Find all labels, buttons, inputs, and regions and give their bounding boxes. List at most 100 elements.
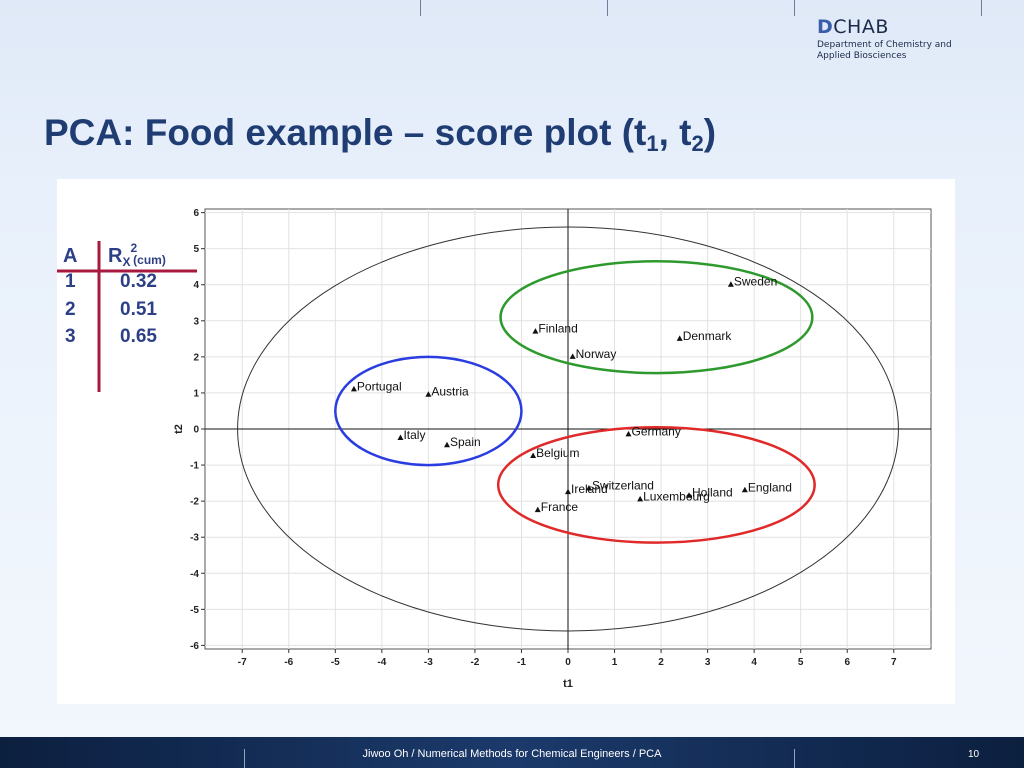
y-tick-label: -5 [190,605,199,616]
footer-divider [244,749,245,768]
x-tick-label: -3 [424,657,433,668]
y-axis-label: t2 [173,424,185,434]
y-tick-label: -6 [190,641,199,652]
header-divider [794,0,795,16]
header-divider [981,0,982,16]
data-point-label: Finland [538,322,577,336]
x-tick-label: 1 [612,657,618,668]
rx2-col-a: A [63,245,77,267]
plot-panel: A RX2 (cum) 1 0.32 2 0.51 3 0.65 -7 -6 -5 -4… [57,179,955,704]
rx2-row-a: 1 [65,271,76,292]
rx2-table: A RX2 (cum) 1 0.32 2 0.51 3 0.65 [57,241,197,392]
rx2-row-a: 3 [65,326,76,347]
data-point-marker [727,281,734,287]
x-tick-label: -4 [377,657,386,668]
data-point-label: Spain [450,435,481,449]
footer-text: Jiwoo Oh / Numerical Methods for Chemica… [362,748,662,760]
footer-bar [0,737,1024,768]
rx2-r-sup: 2 [130,241,137,255]
data-point-label: Holland [692,486,733,500]
data-point-label: Germany [632,424,681,438]
logo-letter: D [817,16,834,38]
title-sub-2: 2 [691,131,704,156]
data-point-marker [397,434,404,441]
x-tick-label: -2 [470,657,479,668]
data-point-marker [686,492,692,498]
ellipse-southern [334,355,523,467]
rx2-r-sub: X [122,255,130,269]
ellipse-hotelling [237,226,899,632]
data-point-label: Italy [403,428,425,442]
page-number: 10 [968,749,980,760]
y-tick-label: 2 [193,352,199,363]
rx2-row-r: 0.51 [120,299,157,320]
data-point-marker [534,506,541,513]
data-point-label: Austria [431,385,469,399]
score-plot: A RX2 (cum) 1 0.32 2 0.51 3 0.65 -7 -6 -5 -4… [57,208,932,690]
x-tick-label: -7 [238,657,247,668]
title-sep: , t [658,112,692,153]
y-tick-label: 5 [193,244,199,255]
data-point-marker [637,495,644,502]
logo-text: CHAB [833,16,889,38]
y-tick-label: 4 [193,280,199,291]
x-tick-label: 3 [705,657,711,668]
x-tick-label: 0 [565,657,571,668]
data-point-marker [625,430,632,437]
rx2-r-note: (cum) [133,253,166,267]
y-tick-label: 6 [193,208,199,219]
footer-divider [794,749,795,768]
data-point-marker [444,441,450,448]
data-point-label: Switzerland [592,479,654,493]
y-tick-label: -4 [190,569,199,580]
data-point-label: Norway [576,347,617,361]
title-sub-1: 1 [646,131,659,156]
rx2-col-r: RX2 (cum) [108,241,166,269]
y-tick-label: -3 [190,533,199,544]
data-point-label: England [748,480,792,494]
slide-title: PCA: Food example – score plot (t1, t2) [44,112,716,157]
data-point-marker [569,353,576,359]
y-tick-label: 1 [193,388,199,399]
rx2-row-r: 0.65 [120,326,157,347]
data-point-marker [530,452,537,459]
rx2-r-letter: R [108,245,123,267]
data-point-marker [425,391,432,397]
data-point-label: Denmark [683,329,733,343]
rx2-row-r: 0.32 [120,271,157,292]
data-point-marker [741,486,748,493]
x-tick-label: 2 [658,657,664,668]
header-divider [420,0,421,16]
y-tick-label: -1 [190,461,199,472]
data-point-label: Portugal [357,379,402,393]
rx2-row-a: 2 [65,299,76,320]
header-divider [607,0,608,16]
data-point-label: Belgium [536,446,579,460]
data-point-label: Sweden [734,275,777,289]
data-point-label: Luxembourg [643,489,710,503]
x-tick-label: 5 [798,657,804,668]
x-tick-label: 4 [751,657,757,668]
title-main: PCA: Food example – score plot (t [44,112,647,153]
x-tick-label: 6 [844,657,850,668]
x-tick-label: -6 [284,657,293,668]
data-point-marker [585,485,592,491]
x-tick-label: -5 [331,657,340,668]
y-tick-label: -2 [190,497,199,508]
data-point-marker [676,335,683,341]
dchab-logo: DCHAB Department of Chemistry and Applie… [817,16,967,62]
plot-layer: -7 -6 -5 -4 -3 -2 -1 0 1 2 3 4 5 6 7 6 5 4 3 2 1 0 -1 -2 -3 -4 -5 -… [190,208,932,668]
data-point-marker [532,328,539,334]
y-tick-label: 0 [193,425,199,436]
data-point-marker [565,488,571,495]
x-tick-label: 7 [891,657,897,668]
x-axis-label: t1 [563,678,573,690]
data-point-marker [350,385,357,392]
data-point-label: France [541,500,579,514]
ellipse-central [496,425,816,544]
x-tick-label: -1 [517,657,526,668]
ellipse-nordic [499,260,814,375]
y-tick-label: 3 [193,316,199,327]
title-end: ) [703,112,717,153]
logo-subtitle: Department of Chemistry and Applied Bios… [817,40,952,61]
